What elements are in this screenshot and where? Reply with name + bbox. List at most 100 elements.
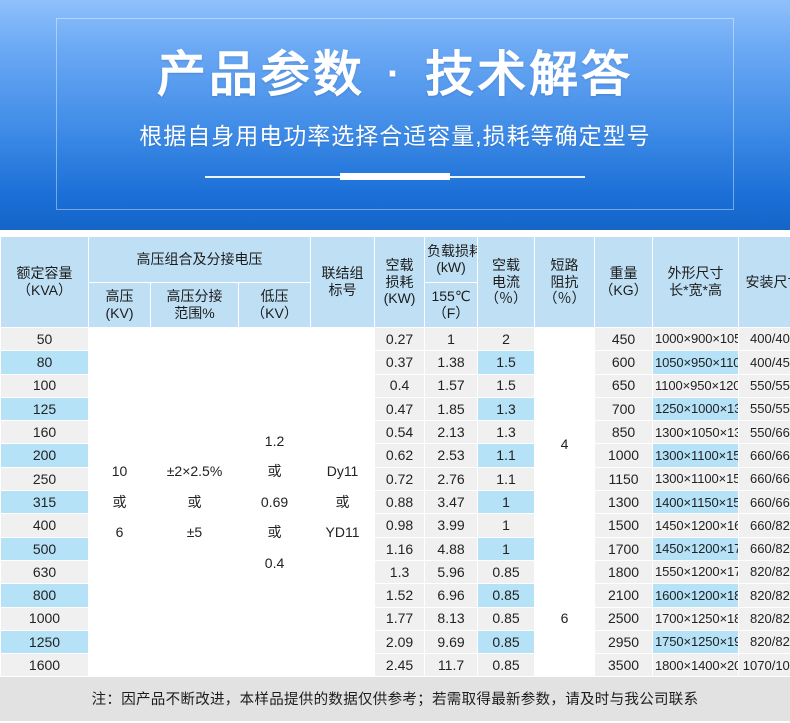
cell-outline-size: 1250×1000×1300 bbox=[652, 396, 740, 422]
th-no-load-current: 空载 电流 （％） bbox=[477, 236, 536, 328]
cell-outline-size: 1600×1200×1800 bbox=[652, 583, 740, 608]
cell-load-loss: 2.53 bbox=[424, 443, 479, 468]
spec-table: 额定容量 （KVA） 高压组合及分接电压 联结组 标号 空载 损耗 (KW) 负 bbox=[0, 236, 790, 678]
merged-value: YD11 bbox=[325, 524, 360, 541]
merged-value: 1.2 bbox=[264, 432, 285, 449]
merged-value: 或 bbox=[335, 493, 350, 510]
cell-install-size: 660/660 bbox=[738, 466, 790, 492]
merged-value: Dy11 bbox=[326, 463, 359, 480]
cell-weight: 1500 bbox=[594, 513, 654, 538]
cell-install-size: 400/400 bbox=[738, 326, 790, 352]
title-separator-dot: · bbox=[386, 51, 404, 96]
cell-weight: 1150 bbox=[594, 466, 654, 492]
cell-load-loss: 6.96 bbox=[424, 583, 479, 608]
cell-install-size: 820/820 bbox=[738, 583, 790, 608]
cell-weight: 1700 bbox=[594, 536, 654, 561]
th-short-circuit-impedance: 短路 阻抗 （％） bbox=[534, 236, 596, 328]
page-title: 产品参数 · 技术解答 bbox=[157, 49, 633, 101]
merged-value: 10 bbox=[111, 463, 128, 480]
cell-rated-capacity: 1600 bbox=[0, 653, 89, 678]
cell-load-loss: 3.47 bbox=[424, 490, 479, 515]
cell-no-load-loss: 1.52 bbox=[374, 583, 426, 608]
cell-no-load-loss: 0.62 bbox=[374, 443, 426, 468]
cell-install-size: 660/660 bbox=[738, 490, 790, 515]
cell-no-load-loss: 2.45 bbox=[374, 653, 426, 678]
cell-no-load-loss: 1.77 bbox=[374, 606, 426, 631]
cell-no-load-current: 0.85 bbox=[477, 606, 536, 631]
merged-value: 6 bbox=[115, 524, 124, 541]
cell-no-load-loss: 0.37 bbox=[374, 350, 426, 375]
cell-rated-capacity: 160 bbox=[0, 420, 89, 445]
cell-no-load-loss: 1.3 bbox=[374, 559, 426, 585]
cell-no-load-current: 0.85 bbox=[477, 559, 536, 585]
cell-outline-size: 1300×1050×1350 bbox=[652, 420, 740, 445]
banner-content: 产品参数 · 技术解答 根据自身用电功率选择合适容量,损耗等确定型号 bbox=[0, 0, 790, 230]
cell-load-loss: 11.7 bbox=[424, 653, 479, 678]
cell-install-size: 660/820 bbox=[738, 536, 790, 561]
th-no-load-loss: 空载 损耗 (KW) bbox=[374, 236, 426, 328]
th-outline-size: 外形尺寸 长*宽*高 bbox=[652, 236, 740, 328]
merged-value: 6 bbox=[560, 610, 569, 627]
cell-install-size: 550/550 bbox=[738, 396, 790, 422]
cell-lv-voltage: 1.2 或 0.69 或 0.4 bbox=[237, 326, 312, 678]
cell-no-load-loss: 0.4 bbox=[374, 373, 426, 398]
cell-no-load-current: 0.85 bbox=[477, 583, 536, 608]
cell-no-load-current: 1.1 bbox=[477, 466, 536, 492]
cell-outline-size: 1750×1250×1900 bbox=[652, 629, 740, 655]
cell-no-load-current: 1.3 bbox=[477, 420, 536, 445]
cell-no-load-loss: 2.09 bbox=[374, 629, 426, 655]
cell-short-circuit-impedance-low: 4 bbox=[534, 327, 596, 561]
page-banner: 产品参数 · 技术解答 根据自身用电功率选择合适容量,损耗等确定型号 bbox=[0, 0, 790, 230]
cell-rated-capacity: 630 bbox=[0, 559, 89, 585]
cell-load-loss: 1.38 bbox=[424, 350, 479, 375]
banner-divider bbox=[205, 173, 585, 181]
cell-install-size: 550/660 bbox=[738, 420, 790, 445]
merged-value: ±2×2.5% bbox=[166, 463, 223, 480]
cell-outline-size: 1000×900×1050 bbox=[652, 326, 740, 352]
cell-no-load-current: 1 bbox=[477, 536, 536, 561]
cell-rated-capacity: 200 bbox=[0, 443, 89, 468]
merged-value: 或 bbox=[112, 493, 127, 510]
cell-outline-size: 1300×1100×1550 bbox=[652, 443, 740, 468]
cell-rated-capacity: 50 bbox=[0, 326, 89, 352]
cell-install-size: 820/820 bbox=[738, 559, 790, 585]
th-rated-capacity: 额定容量 （KVA） bbox=[0, 236, 89, 328]
cell-weight: 1300 bbox=[594, 490, 654, 515]
cell-rated-capacity: 250 bbox=[0, 466, 89, 492]
merged-value: 0.69 bbox=[260, 493, 289, 510]
cell-weight: 3500 bbox=[594, 653, 654, 678]
cell-weight: 450 bbox=[594, 326, 654, 352]
merged-value: 或 bbox=[187, 493, 202, 510]
header-row-1: 额定容量 （KVA） 高压组合及分接电压 联结组 标号 空载 损耗 (KW) 负 bbox=[0, 236, 790, 328]
cell-load-loss: 4.88 bbox=[424, 536, 479, 561]
cell-install-size: 400/450 bbox=[738, 350, 790, 375]
cell-weight: 2950 bbox=[594, 629, 654, 655]
cell-install-size: 550/550 bbox=[738, 373, 790, 398]
cell-install-size: 1070/1070 bbox=[738, 653, 790, 678]
cell-no-load-current: 1.5 bbox=[477, 350, 536, 375]
cell-no-load-loss: 0.27 bbox=[374, 326, 426, 352]
cell-rated-capacity: 1000 bbox=[0, 606, 89, 631]
cell-install-size: 820/820 bbox=[738, 629, 790, 655]
cell-load-loss: 8.13 bbox=[424, 606, 479, 631]
cell-no-load-loss: 0.98 bbox=[374, 513, 426, 538]
cell-load-loss: 9.69 bbox=[424, 629, 479, 655]
cell-no-load-current: 0.85 bbox=[477, 653, 536, 678]
cell-rated-capacity: 800 bbox=[0, 583, 89, 608]
cell-no-load-current: 1.1 bbox=[477, 443, 536, 468]
cell-no-load-loss: 0.47 bbox=[374, 396, 426, 422]
spec-table-container: 额定容量 （KVA） 高压组合及分接电压 联结组 标号 空载 损耗 (KW) 负 bbox=[0, 230, 790, 722]
table-row: 50 10 或 6 ±2×2.5% 或 ±5 1.2 或 0.69 或 0.4 Dy11 或 YD11 0.2… bbox=[0, 326, 790, 678]
cell-install-size: 820/820 bbox=[738, 606, 790, 631]
cell-weight: 650 bbox=[594, 373, 654, 398]
cell-weight: 1800 bbox=[594, 559, 654, 585]
cell-weight: 850 bbox=[594, 420, 654, 445]
th-hv-group: 高压组合及分接电压 bbox=[87, 236, 312, 283]
cell-weight: 700 bbox=[594, 396, 654, 422]
